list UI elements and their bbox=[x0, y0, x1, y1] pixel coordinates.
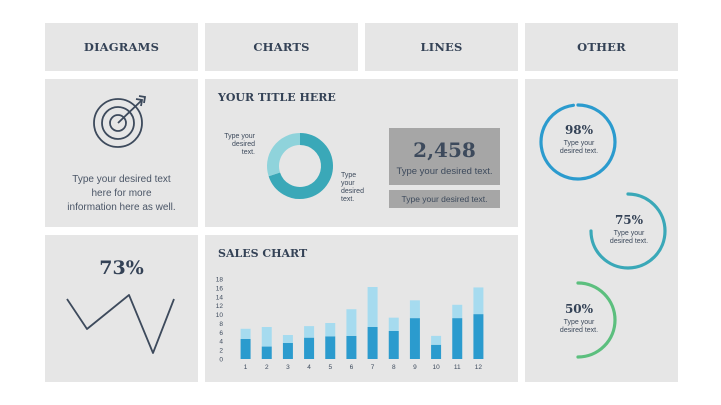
donut-label-left: Type your desired text. bbox=[224, 133, 255, 156]
panel-title: YOUR TITLE HERE bbox=[218, 91, 336, 104]
gauge-3-value: 50% bbox=[564, 302, 594, 316]
title-panel: YOUR TITLE HERE Type your desired text. … bbox=[205, 79, 518, 227]
y-tick-label: 16 bbox=[216, 285, 224, 292]
bar-top-7 bbox=[367, 287, 378, 327]
gauge-3-text: Type your desired text. bbox=[559, 319, 599, 334]
stat-subtext: Type your desired text. bbox=[389, 190, 500, 208]
line-panel: 73% bbox=[45, 235, 198, 382]
gauge-2: 75% Type your desired text. bbox=[589, 213, 669, 246]
line-value: 73% bbox=[99, 257, 144, 279]
bar-base-3 bbox=[282, 343, 293, 359]
gauge-2-value: 75% bbox=[614, 213, 644, 227]
bar-base-5 bbox=[325, 336, 336, 359]
x-tick-label: 4 bbox=[307, 364, 311, 371]
bar-base-9 bbox=[409, 318, 420, 359]
donut-chart bbox=[267, 133, 333, 199]
zigzag-line-icon bbox=[66, 294, 175, 354]
bar-base-12 bbox=[473, 314, 484, 359]
y-tick-label: 10 bbox=[216, 312, 224, 319]
gauge-1-text: Type your desired text. bbox=[559, 140, 599, 155]
y-tick-label: 2 bbox=[219, 348, 223, 355]
y-tick-label: 4 bbox=[219, 339, 223, 346]
stat-box: 2,458 Type your desired text. bbox=[389, 128, 500, 185]
gauge-2-ring bbox=[589, 192, 667, 270]
gauge-1: 98% Type your desired text. bbox=[539, 123, 619, 156]
x-tick-label: 8 bbox=[392, 364, 396, 371]
tab-other[interactable]: OTHER bbox=[525, 23, 678, 71]
y-tick-label: 12 bbox=[216, 303, 224, 310]
bar-base-4 bbox=[304, 337, 315, 359]
sales-chart-panel: SALES CHART 0 2 4 6 8 10 12 14 16 18 1 2 3 4 5 6 7 8 9 10 11… bbox=[205, 235, 518, 382]
diagrams-panel: Type your desired text here for more inf… bbox=[45, 79, 198, 227]
gauge-3: 50% Type your desired text. bbox=[539, 302, 619, 335]
bar-base-8 bbox=[388, 331, 399, 359]
y-tick-label: 0 bbox=[219, 357, 223, 364]
bar-top-10 bbox=[431, 335, 442, 345]
bar-top-4 bbox=[304, 326, 315, 338]
x-tick-label: 1 bbox=[244, 364, 248, 371]
donut-slice-1 bbox=[268, 133, 333, 199]
x-tick-label: 9 bbox=[413, 364, 417, 371]
bar-top-1 bbox=[240, 328, 251, 339]
x-tick-label: 3 bbox=[286, 364, 290, 371]
stat-value: 2,458 bbox=[413, 138, 476, 162]
bar-base-7 bbox=[367, 327, 378, 359]
diagrams-text: Type your desired text here for more inf… bbox=[67, 174, 176, 213]
x-tick-label: 11 bbox=[454, 364, 461, 371]
stat-text: Type your desired text. bbox=[396, 166, 493, 177]
bar-top-2 bbox=[261, 327, 272, 347]
tab-charts[interactable]: CHARTS bbox=[205, 23, 358, 71]
gauge-rings bbox=[539, 103, 667, 359]
other-panel: 98% Type your desired text. 75% Type you… bbox=[525, 79, 678, 382]
bar-top-12 bbox=[473, 287, 484, 315]
x-tick-label: 10 bbox=[432, 364, 440, 371]
donut-slice-2 bbox=[267, 133, 301, 177]
tab-diagrams[interactable]: DIAGRAMS bbox=[45, 23, 198, 71]
bar-top-9 bbox=[409, 300, 420, 319]
bar-top-6 bbox=[346, 309, 357, 336]
bar-base-2 bbox=[261, 346, 272, 359]
gauge-1-ring bbox=[539, 103, 617, 181]
x-tick-label: 7 bbox=[371, 364, 375, 371]
x-tick-label: 6 bbox=[350, 364, 354, 371]
target-dart-icon bbox=[93, 95, 147, 148]
tab-lines[interactable]: LINES bbox=[365, 23, 518, 71]
x-tick-label: 5 bbox=[328, 364, 332, 371]
bar-top-5 bbox=[325, 323, 336, 337]
bar-base-10 bbox=[431, 344, 442, 359]
bar-top-11 bbox=[452, 304, 463, 319]
gauge-3-ring bbox=[576, 281, 617, 359]
bar-base-11 bbox=[452, 318, 463, 359]
y-tick-label: 6 bbox=[219, 330, 223, 337]
x-tick-label: 12 bbox=[475, 364, 483, 371]
bar-base-1 bbox=[240, 339, 251, 359]
bar-top-3 bbox=[282, 335, 293, 343]
gauge-2-text: Type your desired text. bbox=[609, 230, 649, 245]
bar-base-6 bbox=[346, 335, 357, 359]
y-tick-label: 18 bbox=[216, 277, 224, 284]
bar-top-8 bbox=[388, 317, 399, 331]
gauge-1-value: 98% bbox=[564, 123, 594, 137]
sales-chart-title: SALES CHART bbox=[218, 247, 308, 260]
donut-label-right: Type your desired text. bbox=[341, 172, 364, 203]
y-tick-label: 14 bbox=[216, 294, 224, 301]
y-tick-label: 8 bbox=[219, 321, 223, 328]
x-tick-label: 2 bbox=[265, 364, 269, 371]
